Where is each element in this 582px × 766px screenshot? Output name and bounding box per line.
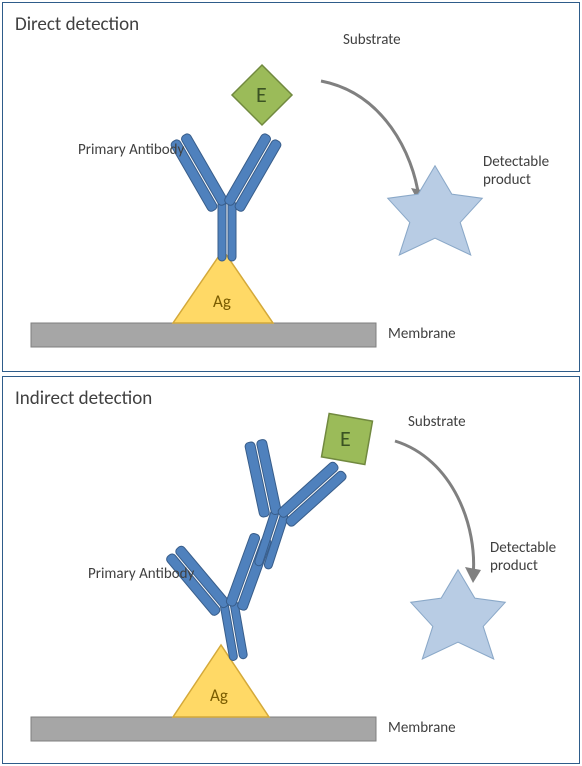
product-star-icon [411, 570, 506, 659]
product-label: Detectable product [490, 539, 556, 575]
diagram-container: Direct detection [0, 0, 582, 766]
antigen-letter: Ag [213, 291, 231, 312]
product-label: Detectable product [483, 153, 549, 189]
enzyme-letter: E [340, 425, 351, 452]
antigen-triangle [173, 645, 269, 717]
product-label-text: Detectable product [483, 153, 549, 189]
membrane-rect [31, 717, 376, 741]
membrane-label: Membrane [388, 719, 456, 737]
primary-antibody-label: Primary Antibody [78, 141, 184, 159]
membrane-label: Membrane [388, 325, 456, 343]
substrate-label: Substrate [343, 31, 401, 49]
panel-direct: Direct detection [2, 2, 580, 372]
membrane-rect [31, 323, 376, 347]
substrate-label: Substrate [408, 413, 466, 431]
product-star-icon [388, 166, 483, 255]
product-label-text: Detectable product [490, 539, 556, 575]
panel-indirect: Indirect detection [2, 376, 580, 764]
reaction-arrow-icon [321, 81, 427, 203]
primary-antibody-icon [170, 132, 283, 261]
enzyme-letter: E [256, 81, 267, 108]
antigen-letter: Ag [210, 685, 228, 706]
primary-antibody-label: Primary Antibody [88, 565, 194, 583]
reaction-arrow-icon [395, 441, 481, 583]
